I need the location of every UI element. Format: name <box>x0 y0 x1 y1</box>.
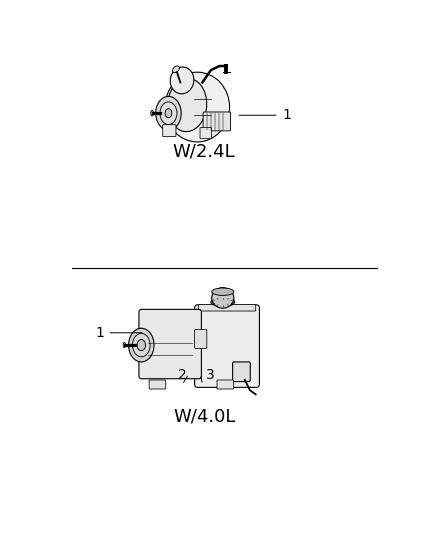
Text: W/4.0L: W/4.0L <box>173 408 235 426</box>
FancyBboxPatch shape <box>233 362 250 382</box>
FancyBboxPatch shape <box>139 309 201 379</box>
Ellipse shape <box>211 297 235 306</box>
FancyBboxPatch shape <box>194 329 207 349</box>
Text: 1: 1 <box>282 108 291 122</box>
Ellipse shape <box>165 109 172 118</box>
Ellipse shape <box>137 340 145 351</box>
Ellipse shape <box>151 110 154 116</box>
FancyBboxPatch shape <box>162 125 176 136</box>
Text: 1: 1 <box>95 326 104 340</box>
Ellipse shape <box>129 328 154 362</box>
FancyBboxPatch shape <box>194 305 259 387</box>
FancyBboxPatch shape <box>149 380 166 389</box>
Ellipse shape <box>160 102 177 125</box>
FancyBboxPatch shape <box>203 112 230 131</box>
Ellipse shape <box>168 78 207 132</box>
FancyBboxPatch shape <box>200 127 212 139</box>
Ellipse shape <box>132 334 150 357</box>
Ellipse shape <box>212 288 234 295</box>
FancyBboxPatch shape <box>217 380 233 389</box>
Ellipse shape <box>173 66 180 72</box>
Ellipse shape <box>212 288 234 308</box>
FancyBboxPatch shape <box>198 304 256 311</box>
Text: W/2.4L: W/2.4L <box>173 142 235 160</box>
Ellipse shape <box>156 96 181 130</box>
Ellipse shape <box>123 342 126 348</box>
Text: 2: 2 <box>178 368 187 382</box>
Text: 3: 3 <box>206 368 215 382</box>
Ellipse shape <box>170 67 194 94</box>
Ellipse shape <box>165 72 230 142</box>
